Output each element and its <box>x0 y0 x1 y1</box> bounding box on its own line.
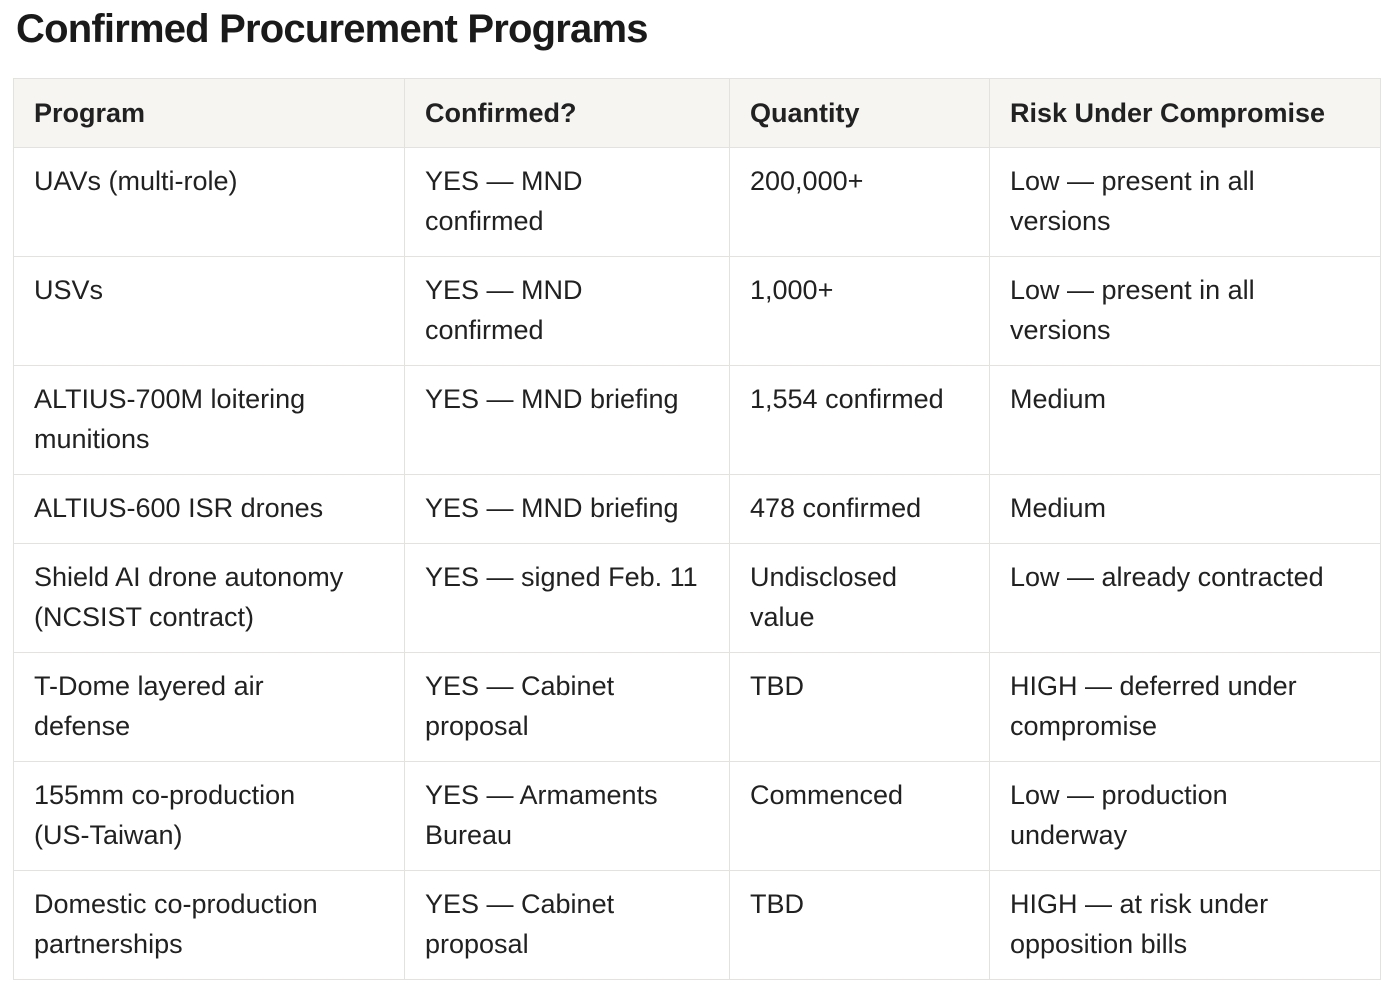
risk-cell: Medium <box>989 365 1381 475</box>
table-row: T-Dome layered air defense YES — Cabinet… <box>13 652 1381 762</box>
confirmed-cell: YES — Cabinet proposal <box>404 652 730 762</box>
table-row: 155mm co-production (US-Taiwan) YES — Ar… <box>13 761 1381 871</box>
header-cell-program: Program <box>13 78 405 148</box>
risk-cell: HIGH — deferred under compromise <box>989 652 1381 762</box>
quantity-cell: TBD <box>729 652 990 762</box>
table-row: UAVs (multi-role) YES — MND confirmed 20… <box>13 147 1381 257</box>
program-cell: ALTIUS-700M loitering munitions <box>13 365 405 475</box>
program-cell: ALTIUS-600 ISR drones <box>13 474 405 544</box>
table-row: ALTIUS-600 ISR drones YES — MND briefing… <box>13 474 1381 544</box>
procurement-table: Program Confirmed? Quantity Risk Under C… <box>13 78 1381 980</box>
risk-cell: Low — present in all versions <box>989 147 1381 257</box>
table-row: Domestic co-production partnerships YES … <box>13 870 1381 980</box>
quantity-cell: Undisclosed value <box>729 543 990 653</box>
program-cell: Shield AI drone autonomy (NCSIST contrac… <box>13 543 405 653</box>
confirmed-cell: YES — Armaments Bureau <box>404 761 730 871</box>
confirmed-cell: YES — signed Feb. 11 <box>404 543 730 653</box>
table-header-row: Program Confirmed? Quantity Risk Under C… <box>13 78 1381 148</box>
risk-cell: HIGH — at risk under opposition bills <box>989 870 1381 980</box>
program-cell: 155mm co-production (US-Taiwan) <box>13 761 405 871</box>
risk-cell: Low — production underway <box>989 761 1381 871</box>
quantity-cell: TBD <box>729 870 990 980</box>
confirmed-cell: YES — MND confirmed <box>404 256 730 366</box>
quantity-cell: 200,000+ <box>729 147 990 257</box>
risk-cell: Low — already contracted <box>989 543 1381 653</box>
program-cell: UAVs (multi-role) <box>13 147 405 257</box>
confirmed-cell: YES — MND confirmed <box>404 147 730 257</box>
confirmed-cell: YES — MND briefing <box>404 474 730 544</box>
quantity-cell: 1,000+ <box>729 256 990 366</box>
header-cell-risk: Risk Under Compromise <box>989 78 1381 148</box>
confirmed-cell: YES — Cabinet proposal <box>404 870 730 980</box>
risk-cell: Medium <box>989 474 1381 544</box>
table-row: ALTIUS-700M loitering munitions YES — MN… <box>13 365 1381 475</box>
quantity-cell: 478 confirmed <box>729 474 990 544</box>
confirmed-cell: YES — MND briefing <box>404 365 730 475</box>
risk-cell: Low — present in all versions <box>989 256 1381 366</box>
quantity-cell: Commenced <box>729 761 990 871</box>
header-cell-quantity: Quantity <box>729 78 990 148</box>
quantity-cell: 1,554 confirmed <box>729 365 990 475</box>
program-cell: T-Dome layered air defense <box>13 652 405 762</box>
table-row: USVs YES — MND confirmed 1,000+ Low — pr… <box>13 256 1381 366</box>
header-cell-confirmed: Confirmed? <box>404 78 730 148</box>
page-title: Confirmed Procurement Programs <box>16 7 649 51</box>
table-row: Shield AI drone autonomy (NCSIST contrac… <box>13 543 1381 653</box>
program-cell: USVs <box>13 256 405 366</box>
program-cell: Domestic co-production partnerships <box>13 870 405 980</box>
